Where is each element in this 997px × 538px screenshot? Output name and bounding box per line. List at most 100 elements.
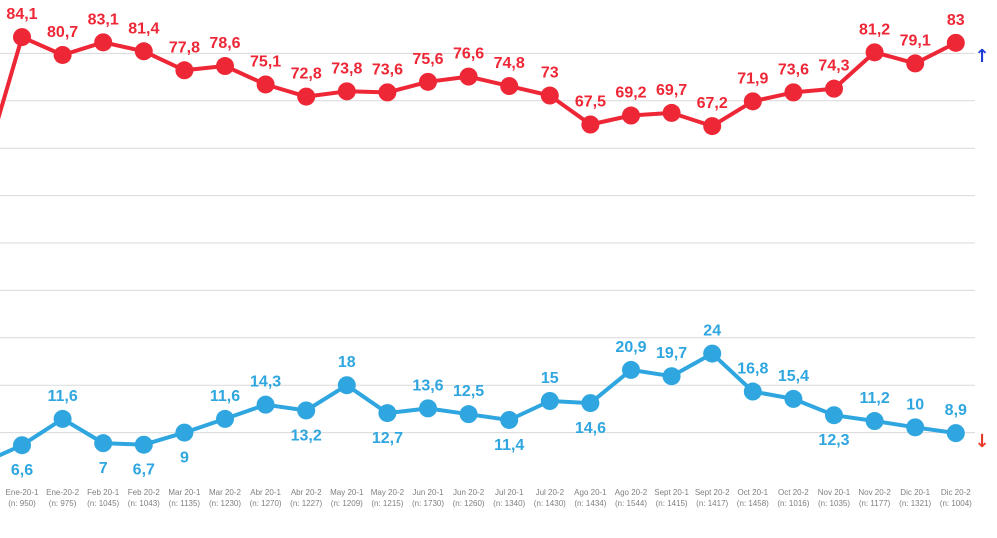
- data-point: [865, 43, 884, 62]
- data-point: [622, 106, 640, 125]
- data-point: [175, 61, 194, 80]
- x-tick-sample-size: (n: 1415): [656, 499, 688, 508]
- data-label: 74,3: [818, 58, 849, 75]
- x-tick-sample-size: (n: 1035): [818, 499, 850, 508]
- data-label: 16,8: [737, 361, 768, 378]
- x-tick-sample-size: (n: 1417): [696, 499, 728, 508]
- x-tick-sample-size: (n: 1544): [615, 499, 647, 508]
- data-point: [175, 423, 194, 442]
- chart-x-axis: Ene-20-1 (n: 950) Ene-20-2 (n: 975) Feb 20-1…: [6, 488, 973, 508]
- x-tick-sample-size: (n: 1227): [290, 499, 322, 508]
- data-label: 79,1: [900, 32, 931, 49]
- data-point: [500, 77, 519, 96]
- data-label: 73,6: [372, 61, 403, 78]
- x-tick-sample-size: (n: 1135): [169, 499, 201, 508]
- x-tick-sample-size: (n: 950): [8, 499, 36, 508]
- x-tick-sample-size: (n: 1270): [250, 499, 282, 508]
- data-point: [216, 57, 234, 76]
- x-tick-sample-size: (n: 1215): [371, 499, 403, 508]
- x-tick-label: Mar 20-1: [168, 488, 201, 497]
- data-point: [53, 45, 72, 64]
- data-point: [134, 435, 153, 454]
- x-tick-sample-size: (n: 1016): [777, 499, 809, 508]
- x-tick-sample-size: (n: 1043): [128, 499, 160, 508]
- data-label: 12,5: [453, 383, 484, 400]
- x-tick-sample-size: (n: 1177): [859, 499, 891, 508]
- data-label: 18: [338, 354, 356, 371]
- x-tick-sample-size: (n: 1045): [87, 499, 119, 508]
- data-label: 13,2: [291, 427, 322, 444]
- data-label: 19,7: [656, 345, 687, 362]
- data-label: 11,6: [47, 388, 77, 405]
- x-tick-sample-size: (n: 1209): [331, 499, 363, 508]
- data-point: [94, 434, 113, 453]
- x-tick-sample-size: (n: 1321): [899, 499, 931, 508]
- data-point: [581, 394, 600, 413]
- data-label: 73,8: [331, 60, 362, 77]
- x-tick-sample-size: (n: 1730): [412, 499, 444, 508]
- x-tick-label: Jun 20-1: [412, 488, 444, 497]
- data-label: 24: [703, 323, 721, 340]
- data-point: [540, 86, 559, 105]
- chart-series-points: [13, 28, 965, 455]
- x-tick-sample-size: (n: 1230): [209, 499, 241, 508]
- data-point: [906, 54, 925, 73]
- data-point: [946, 33, 965, 52]
- data-label: 76,6: [453, 46, 484, 63]
- x-tick-label: Jun 20-2: [453, 488, 485, 497]
- x-tick-sample-size: (n: 1458): [737, 499, 769, 508]
- data-label: 15: [541, 370, 559, 387]
- data-point: [13, 28, 31, 47]
- data-label: 83,1: [88, 11, 119, 28]
- x-tick-label: Ago 20-1: [574, 488, 607, 497]
- data-label: 14,6: [575, 420, 606, 437]
- x-tick-label: Feb 20-1: [87, 488, 120, 497]
- data-point: [256, 395, 275, 414]
- data-point: [53, 409, 72, 428]
- data-point: [378, 404, 397, 423]
- data-point: [906, 418, 925, 437]
- x-tick-label: Nov 20-1: [818, 488, 851, 497]
- data-label: 81,4: [128, 20, 159, 37]
- x-tick-sample-size: (n: 1260): [453, 499, 485, 508]
- data-label: 12,3: [818, 432, 849, 449]
- x-tick-label: Nov 20-2: [858, 488, 891, 497]
- data-point: [337, 376, 356, 395]
- data-label: 74,8: [494, 55, 525, 72]
- data-point: [419, 72, 437, 91]
- data-label: 8,9: [945, 402, 967, 419]
- data-point: [662, 103, 681, 122]
- data-point: [946, 424, 965, 443]
- chart-gridlines: [0, 52, 975, 434]
- data-label: 14,3: [250, 374, 281, 391]
- data-point: [743, 92, 762, 111]
- data-point: [297, 87, 316, 106]
- x-tick-sample-size: (n: 1340): [493, 499, 525, 508]
- data-point: [662, 367, 681, 386]
- x-tick-label: Abr 20-2: [291, 488, 322, 497]
- data-point: [500, 410, 519, 429]
- data-label: 12,7: [372, 430, 403, 447]
- x-tick-sample-size: (n: 1004): [940, 499, 972, 508]
- data-point: [13, 436, 31, 455]
- data-label: 72,8: [291, 66, 322, 83]
- data-point: [419, 399, 437, 418]
- data-label: 73: [541, 65, 559, 82]
- data-label: 73,6: [778, 61, 809, 78]
- data-label: 9: [180, 450, 189, 467]
- x-tick-label: Feb 20-2: [128, 488, 161, 497]
- data-label: 10: [906, 396, 924, 413]
- data-label: 15,4: [778, 368, 809, 385]
- data-point: [825, 79, 843, 98]
- data-label: 13,6: [412, 377, 443, 394]
- data-label: 6,7: [133, 462, 155, 479]
- data-point: [297, 401, 316, 420]
- data-point: [784, 83, 803, 102]
- data-label: 6,6: [11, 462, 33, 479]
- data-point: [540, 392, 559, 410]
- data-label: 67,5: [575, 94, 606, 111]
- data-point: [94, 33, 113, 52]
- x-tick-label: Dic 20-2: [941, 488, 971, 497]
- data-label: 77,8: [169, 39, 200, 56]
- x-tick-label: Sept 20-1: [654, 488, 689, 497]
